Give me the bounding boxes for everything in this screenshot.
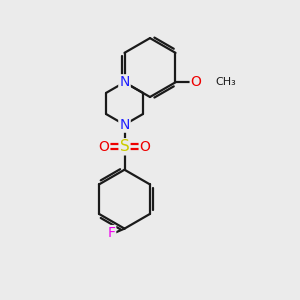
Text: O: O	[98, 140, 109, 154]
Text: F: F	[107, 226, 115, 240]
Text: O: O	[140, 140, 151, 154]
Text: N: N	[119, 118, 130, 132]
Text: N: N	[119, 75, 130, 89]
Text: O: O	[191, 75, 202, 89]
Text: CH₃: CH₃	[215, 77, 236, 87]
Text: S: S	[120, 139, 129, 154]
